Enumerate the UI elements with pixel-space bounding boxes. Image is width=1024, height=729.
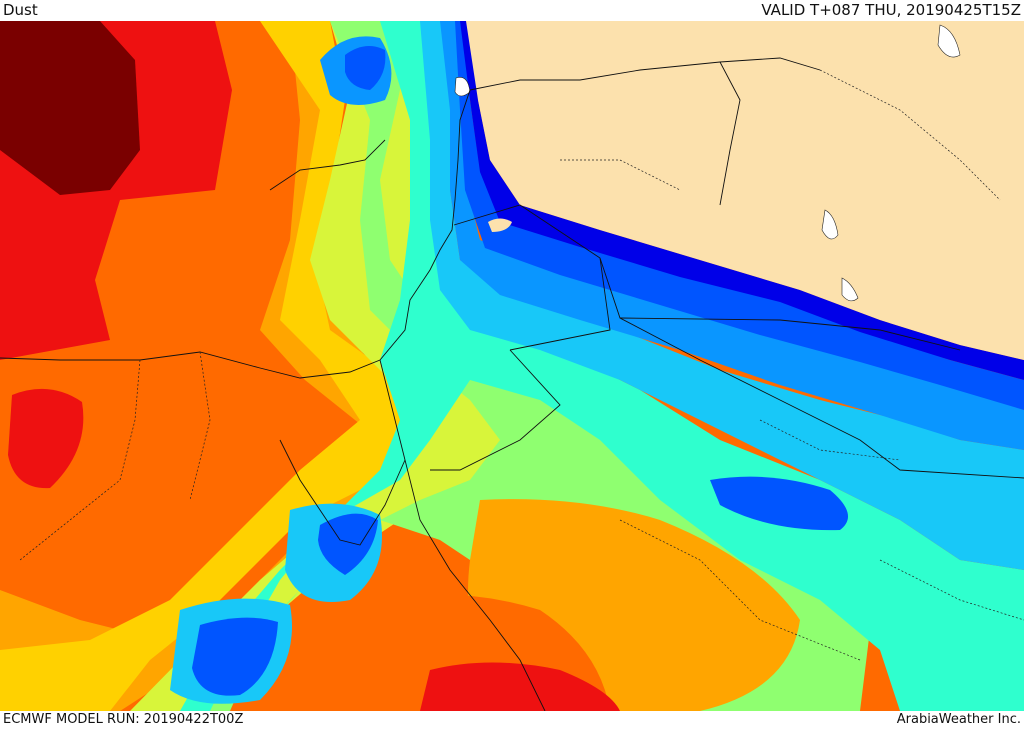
field-red-spot bbox=[8, 388, 84, 489]
map-header: Dust VALID T+087 THU, 20190425T15Z bbox=[0, 0, 1024, 21]
model-run-label: ECMWF MODEL RUN: 20190422T00Z bbox=[3, 712, 244, 727]
field-darkest-red bbox=[0, 21, 140, 195]
field-blue-patch-north-core bbox=[345, 46, 386, 90]
lake-patch-3 bbox=[937, 24, 961, 58]
field-green-band bbox=[200, 21, 870, 711]
field-cyan-band bbox=[420, 21, 1024, 570]
map-footer: ECMWF MODEL RUN: 20190422T00Z ArabiaWeat… bbox=[0, 711, 1024, 729]
field-orange-band bbox=[0, 21, 400, 711]
valid-time-label: VALID T+087 THU, 20190425T15Z bbox=[761, 1, 1021, 19]
field-lightblue-band bbox=[440, 21, 1024, 450]
field-blue-south bbox=[192, 617, 278, 696]
field-yellow-band bbox=[0, 21, 420, 711]
credit-label: ArabiaWeather Inc. bbox=[896, 712, 1021, 727]
dust-forecast-map bbox=[0, 21, 1024, 711]
internal-borders bbox=[19, 69, 1024, 661]
field-aqua-band bbox=[180, 21, 1024, 711]
field-blue-east bbox=[710, 476, 848, 531]
lake-patch-1 bbox=[821, 209, 839, 240]
field-blue-band bbox=[455, 21, 1024, 410]
sea-of-galilee-patch bbox=[488, 218, 512, 232]
field-title: Dust bbox=[3, 1, 38, 19]
land-no-data bbox=[466, 21, 1024, 360]
lake-patch-4 bbox=[454, 77, 471, 97]
lake-patch-2 bbox=[841, 277, 859, 302]
field-red-south bbox=[420, 662, 620, 711]
borders bbox=[0, 57, 1024, 711]
